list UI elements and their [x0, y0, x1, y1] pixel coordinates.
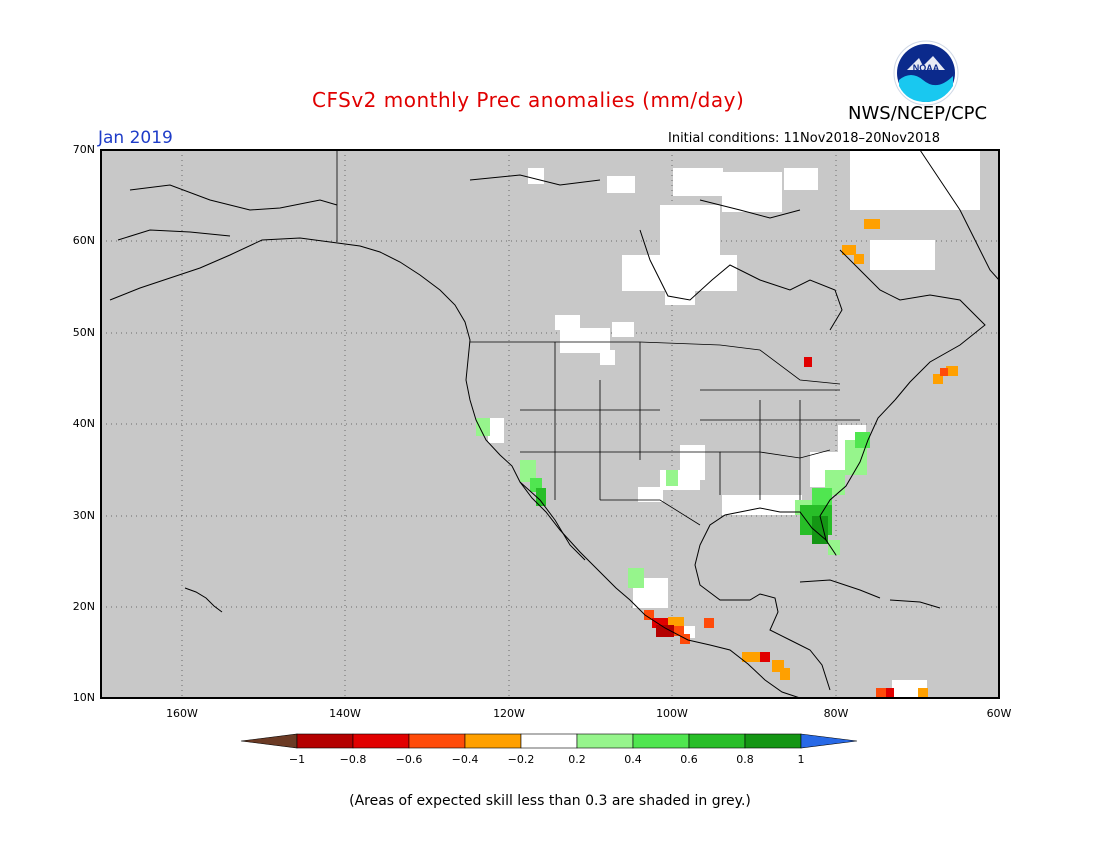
legend-box	[688, 733, 746, 749]
legend-box	[632, 733, 690, 749]
lat-label: 60N	[72, 234, 95, 247]
noaa-logo-text: NOAA	[913, 63, 940, 73]
lon-label: 60W	[986, 707, 1012, 720]
lon-label: 100W	[656, 707, 688, 720]
lon-label: 140W	[329, 707, 361, 720]
legend-label: −0.8	[339, 753, 367, 766]
anomaly-shading	[476, 150, 980, 698]
lat-label: 30N	[72, 509, 95, 522]
legend-label: −0.2	[507, 753, 535, 766]
legend-label: 1	[797, 753, 805, 766]
political-borders	[336, 150, 860, 526]
legend-label: 0.6	[680, 753, 698, 766]
legend-label: −0.4	[451, 753, 479, 766]
map-frame	[100, 149, 1000, 699]
lon-label: 120W	[493, 707, 525, 720]
legend-label: 0.2	[568, 753, 586, 766]
lat-label: 40N	[72, 417, 95, 430]
skill-mask-background	[101, 150, 999, 698]
lon-label: 80W	[823, 707, 849, 720]
legend-box	[352, 733, 410, 749]
noaa-logo-icon: NOAA	[893, 40, 959, 106]
legend-label: −1	[288, 753, 306, 766]
lon-label: 160W	[166, 707, 198, 720]
lat-label: 50N	[72, 326, 95, 339]
legend-box	[464, 733, 522, 749]
legend-box	[744, 733, 802, 749]
legend-box	[520, 733, 578, 749]
skill-footnote: (Areas of expected skill less than 0.3 a…	[349, 793, 751, 809]
legend-label: 0.4	[624, 753, 642, 766]
legend-triangle-left	[240, 733, 298, 749]
legend-label: −0.6	[395, 753, 423, 766]
legend-triangle-right	[800, 733, 858, 749]
map-title: CFSv2 monthly Prec anomalies (mm/day)	[312, 88, 745, 112]
legend-box	[408, 733, 466, 749]
lat-label: 20N	[72, 600, 95, 613]
forecast-month: Jan 2019	[98, 128, 173, 148]
legend-box	[576, 733, 634, 749]
legend-colorbar	[240, 733, 858, 749]
legend-box	[296, 733, 354, 749]
lat-label: 70N	[72, 143, 95, 156]
legend-label: 0.8	[736, 753, 754, 766]
agency-label: NWS/NCEP/CPC	[848, 103, 988, 124]
lat-label: 10N	[72, 691, 95, 704]
initial-conditions: Initial conditions: 11Nov2018–20Nov2018	[668, 131, 940, 146]
coastlines	[109, 149, 1000, 699]
